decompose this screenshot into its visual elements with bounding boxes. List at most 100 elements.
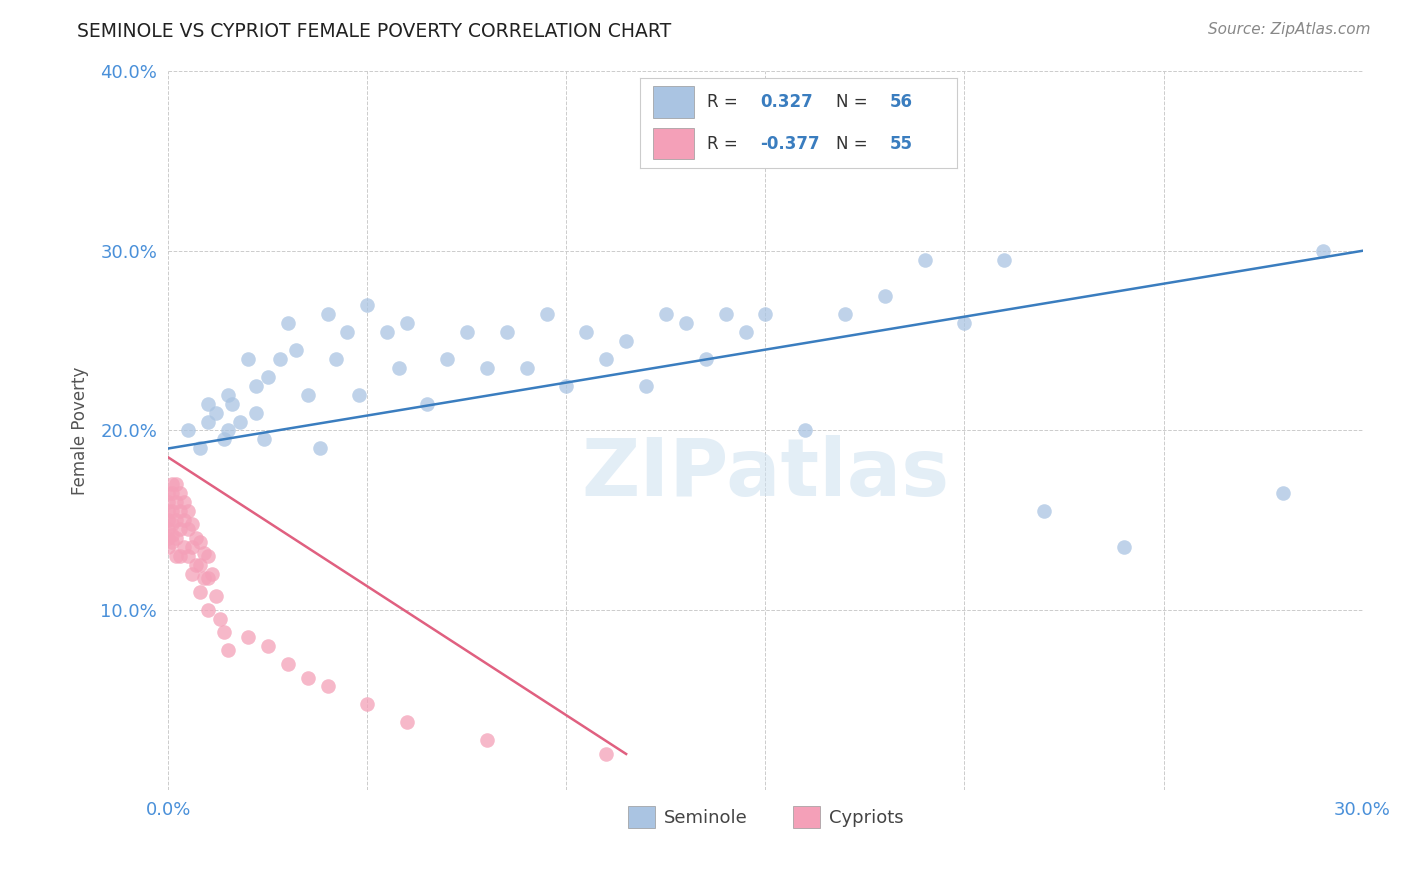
Point	[162, 504, 184, 518]
Point	[169, 504, 191, 518]
Point	[297, 387, 319, 401]
Point	[277, 316, 299, 330]
Point	[177, 549, 200, 564]
Point	[1271, 486, 1294, 500]
Point	[197, 549, 219, 564]
Point	[162, 527, 184, 541]
Point	[375, 325, 398, 339]
Point	[236, 630, 259, 644]
Point	[794, 424, 817, 438]
Point	[1312, 244, 1334, 258]
Point	[165, 531, 187, 545]
Point	[212, 433, 235, 447]
Point	[221, 396, 243, 410]
Point	[188, 442, 211, 456]
Point	[834, 307, 856, 321]
Point	[162, 486, 184, 500]
Point	[173, 541, 195, 555]
Point	[217, 387, 239, 401]
Text: ZIPatlas: ZIPatlas	[581, 434, 949, 513]
Point	[217, 642, 239, 657]
Point	[873, 289, 896, 303]
Point	[316, 307, 339, 321]
Point	[173, 495, 195, 509]
Point	[229, 415, 252, 429]
Point	[162, 477, 184, 491]
Point	[953, 316, 976, 330]
Point	[205, 589, 228, 603]
Point	[257, 639, 280, 653]
Point	[165, 477, 187, 491]
Point	[495, 325, 517, 339]
Point	[1112, 541, 1135, 555]
Point	[1033, 504, 1056, 518]
Point	[595, 747, 617, 761]
Point	[162, 535, 184, 549]
Point	[188, 535, 211, 549]
Point	[245, 405, 267, 419]
Point	[253, 433, 276, 447]
Point	[269, 351, 291, 366]
Point	[614, 334, 637, 348]
Point	[336, 325, 359, 339]
Point	[186, 531, 208, 545]
Point	[277, 657, 299, 672]
Point	[188, 585, 211, 599]
Point	[157, 504, 180, 518]
Point	[634, 378, 657, 392]
Point	[349, 387, 371, 401]
Point	[475, 732, 498, 747]
Point	[197, 415, 219, 429]
Point	[316, 679, 339, 693]
Point	[165, 549, 187, 564]
Point	[181, 516, 204, 531]
Y-axis label: Female Poverty: Female Poverty	[72, 367, 89, 495]
Point	[197, 396, 219, 410]
Point	[157, 495, 180, 509]
Point	[165, 495, 187, 509]
Point	[675, 316, 697, 330]
Point	[181, 541, 204, 555]
Point	[205, 405, 228, 419]
Point	[169, 522, 191, 536]
Point	[436, 351, 458, 366]
Point	[695, 351, 717, 366]
Point	[157, 513, 180, 527]
Point	[157, 531, 180, 545]
Point	[595, 351, 617, 366]
Point	[177, 424, 200, 438]
Legend: Seminole, Cypriots: Seminole, Cypriots	[620, 798, 911, 835]
Text: SEMINOLE VS CYPRIOT FEMALE POVERTY CORRELATION CHART: SEMINOLE VS CYPRIOT FEMALE POVERTY CORRE…	[77, 22, 672, 41]
Point	[396, 714, 419, 729]
Point	[186, 558, 208, 573]
Point	[188, 558, 211, 573]
Point	[173, 513, 195, 527]
Point	[714, 307, 737, 321]
Point	[516, 360, 538, 375]
Point	[177, 504, 200, 518]
Point	[536, 307, 558, 321]
Point	[209, 612, 232, 626]
Point	[325, 351, 347, 366]
Point	[388, 360, 411, 375]
Point	[575, 325, 598, 339]
Point	[165, 513, 187, 527]
Text: Source: ZipAtlas.com: Source: ZipAtlas.com	[1208, 22, 1371, 37]
Point	[177, 522, 200, 536]
Point	[308, 442, 330, 456]
Point	[914, 252, 936, 267]
Point	[456, 325, 478, 339]
Point	[212, 624, 235, 639]
Point	[236, 351, 259, 366]
Point	[396, 316, 419, 330]
Point	[655, 307, 678, 321]
Point	[157, 486, 180, 500]
Point	[297, 672, 319, 686]
Point	[475, 360, 498, 375]
Point	[181, 567, 204, 582]
Point	[284, 343, 307, 357]
Point	[416, 396, 439, 410]
Point	[555, 378, 578, 392]
Point	[197, 603, 219, 617]
Point	[193, 546, 215, 560]
